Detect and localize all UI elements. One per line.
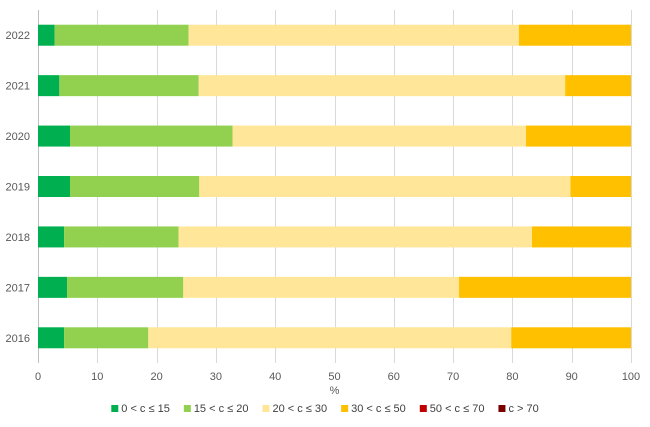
legend-label: 0 < c ≤ 15: [121, 403, 170, 415]
bar-segment: [64, 226, 179, 248]
category-label: 2017: [6, 282, 30, 294]
bar-segment: [570, 176, 631, 197]
bar-segment: [38, 327, 65, 349]
bar-segment: [38, 24, 55, 46]
legend-swatch: [183, 405, 191, 412]
legend-swatch: [498, 405, 506, 412]
category-label: 2022: [6, 30, 30, 42]
bar-segment: [518, 24, 631, 46]
bar-segment: [70, 176, 200, 197]
legend-item: 0 < c ≤ 15: [111, 403, 170, 415]
legend-item: c > 70: [498, 403, 539, 415]
x-axis-title: %: [330, 385, 340, 397]
x-tick-label: 10: [91, 371, 103, 383]
bar-segment: [459, 276, 631, 298]
bar-segment: [511, 327, 631, 349]
x-tick-label: 90: [566, 371, 578, 383]
category-label: 2020: [6, 131, 30, 143]
bar-segment: [199, 176, 571, 197]
bar-segment: [183, 276, 460, 298]
bar-segment: [70, 125, 233, 147]
bar-segment: [64, 327, 149, 349]
bar-segment: [232, 125, 527, 147]
legend-swatch: [111, 405, 119, 412]
legend-label: 15 < c ≤ 20: [194, 403, 249, 415]
x-tick-label: 30: [210, 371, 222, 383]
legend-item: 30 < c ≤ 50: [341, 403, 406, 415]
legend-item: 20 < c ≤ 30: [262, 403, 327, 415]
category-label: 2016: [6, 333, 30, 345]
bar-segment: [188, 24, 519, 46]
bar-segment: [38, 276, 68, 298]
legend-label: 50 < c ≤ 70: [430, 403, 485, 415]
x-tick-label: 0: [35, 371, 41, 383]
x-tick-label: 60: [388, 371, 400, 383]
legend: 0 < c ≤ 15 15 < c ≤ 20 20 < c ≤ 30 30 < c ≤…: [111, 403, 539, 415]
category-label: 2019: [6, 182, 30, 194]
x-tick-labels: 0 10 20 30 40 50 60 70 80 90 100: [35, 371, 640, 383]
bar-segment: [565, 75, 631, 97]
bar-segment: [178, 226, 532, 248]
x-tick-label: 20: [150, 371, 162, 383]
bar-segment: [38, 125, 71, 147]
bar-segment: [59, 75, 199, 97]
bar-segment: [531, 226, 631, 248]
x-tick-label: 70: [447, 371, 459, 383]
legend-swatch: [341, 405, 349, 412]
bar-segment: [54, 24, 189, 46]
bar-segment: [38, 176, 71, 197]
legend-swatch: [419, 405, 427, 412]
bar-segment: [148, 327, 512, 349]
bars: [38, 24, 631, 349]
bar-segment: [526, 125, 631, 147]
category-label: 2021: [6, 81, 30, 93]
x-tick-label: 50: [328, 371, 340, 383]
legend-item: 50 < c ≤ 70: [419, 403, 485, 415]
bar-segment: [67, 276, 184, 298]
legend-item: 15 < c ≤ 20: [183, 403, 249, 415]
x-tick-label: 40: [269, 371, 281, 383]
legend-swatch: [262, 405, 270, 412]
bar-segment: [198, 75, 566, 97]
legend-label: c > 70: [508, 403, 538, 415]
category-labels: 2022 2021 2020 2019 2018 2017 2016: [6, 30, 30, 345]
x-tick-label: 80: [506, 371, 518, 383]
legend-label: 20 < c ≤ 30: [272, 403, 327, 415]
x-tick-label: 100: [622, 371, 640, 383]
bar-segment: [38, 75, 60, 97]
category-label: 2018: [6, 232, 30, 244]
legend-label: 30 < c ≤ 50: [351, 403, 406, 415]
bar-segment: [38, 226, 65, 248]
